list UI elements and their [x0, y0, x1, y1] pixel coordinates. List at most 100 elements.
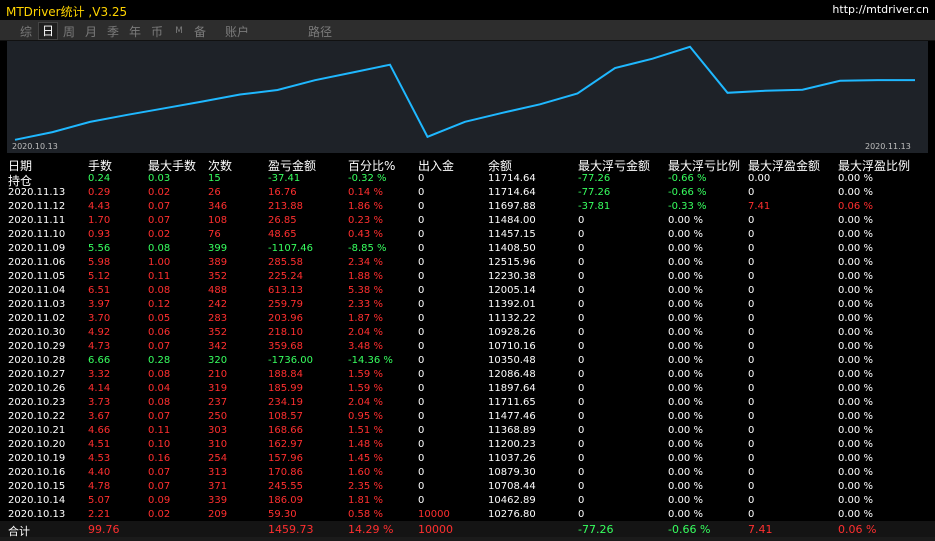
cell-date: 2020.10.28 [8, 355, 66, 366]
cell-pct: 1.45 % [348, 453, 383, 464]
col-header-float_loss[interactable]: 最大浮亏金额 [578, 159, 651, 173]
cell-pct: 2.33 % [348, 299, 383, 310]
cell-balance: 11132.22 [488, 313, 536, 324]
table-row[interactable]: 2020.10.26 4.14 0.04 319 185.99 1.59 % 0 11897.… [0, 383, 930, 397]
cell-float_loss: 0 [578, 299, 585, 310]
col-header-balance[interactable]: 余额 [488, 159, 513, 173]
tab-2[interactable]: 周 [62, 25, 75, 39]
table-row[interactable]: 2020.10.13 2.21 0.02 209 59.30 0.58 % 10000 102… [0, 509, 930, 523]
table-row[interactable]: 2020.11.03 3.97 0.12 242 259.79 2.33 % 0 11392.… [0, 299, 930, 313]
cell-balance: 12230.38 [488, 271, 536, 282]
cell-pnl: 213.88 [268, 201, 303, 212]
table-row[interactable]: 2020.10.22 3.67 0.07 250 108.57 0.95 % 0 11477.… [0, 411, 930, 425]
table-row[interactable]: 2020.11.12 4.43 0.07 346 213.88 1.86 % 0 11697.… [0, 201, 930, 215]
table-row[interactable]: 2020.10.30 4.92 0.06 352 218.10 2.04 % 0 10928.… [0, 327, 930, 341]
col-header-count[interactable]: 次数 [208, 159, 233, 173]
cell-float_loss_pct: 0.00 % [668, 425, 703, 436]
table-row[interactable]: 2020.11.06 5.98 1.00 389 285.58 2.34 % 0 12515.… [0, 257, 930, 271]
table-row[interactable]: 2020.10.15 4.78 0.07 371 245.55 2.35 % 0 10708.… [0, 481, 930, 495]
cell-max_lots: 0.08 [148, 285, 171, 296]
cell-io: 0 [418, 369, 425, 380]
tab-0[interactable]: 综 [19, 25, 32, 39]
cell-float_win: 0 [748, 243, 755, 254]
cell-float_loss: 0 [578, 215, 585, 226]
cell-lots: 4.66 [88, 425, 111, 436]
cell-date: 2020.10.30 [8, 327, 66, 338]
total-row: 合计 99.76 1459.73 14.29 % 10000 -77.26 -0.66 % 7… [0, 521, 935, 538]
table-row[interactable]: 2020.11.05 5.12 0.11 352 225.24 1.88 % 0 12230.… [0, 271, 930, 285]
tab-6[interactable]: 币 [150, 25, 163, 39]
tab-4[interactable]: 季 [106, 25, 119, 39]
cell-float_loss_pct: 0.00 % [668, 369, 703, 380]
table-row[interactable]: 2020.11.09 5.56 0.08 399 -1107.46 -8.85 % 0 114… [0, 243, 930, 257]
table-row[interactable]: 2020.10.27 3.32 0.08 210 188.84 1.59 % 0 12086.… [0, 369, 930, 383]
cell-balance: 11714.64 [488, 173, 536, 184]
cell-lots: 3.67 [88, 411, 111, 422]
tab-8[interactable]: 备 [193, 25, 206, 39]
table-row[interactable]: 2020.10.19 4.53 0.16 254 157.96 1.45 % 0 11037.… [0, 453, 930, 467]
table-row[interactable]: 2020.10.14 5.07 0.09 339 186.09 1.81 % 0 10462.… [0, 495, 930, 509]
website-link[interactable]: http://mtdriver.cn [832, 3, 929, 16]
col-header-float_win[interactable]: 最大浮盈金额 [748, 159, 821, 173]
cell-io: 0 [418, 243, 425, 254]
col-header-float_win_pct[interactable]: 最大浮盈比例 [838, 159, 911, 173]
cell-max_lots: 0.02 [148, 229, 171, 240]
cell-pnl: 157.96 [268, 453, 303, 464]
balance-chart [7, 41, 928, 153]
cell-float_win_pct: 0.00 % [838, 481, 873, 492]
total-io: 10000 [418, 523, 453, 536]
total-pct: 14.29 % [348, 523, 394, 536]
cell-float_win_pct: 0.00 % [838, 299, 873, 310]
col-header-date[interactable]: 日期 [8, 159, 33, 173]
tab-5[interactable]: 年 [128, 25, 141, 39]
cell-float_loss_pct: 0.00 % [668, 481, 703, 492]
tab-7[interactable]: M [175, 26, 183, 36]
cell-count: 399 [208, 243, 228, 254]
cell-float_win: 0 [748, 411, 755, 422]
tab-9[interactable]: 账户 [224, 25, 249, 39]
cell-float_win: 0 [748, 355, 755, 366]
table-row[interactable]: 2020.11.11 1.70 0.07 108 26.85 0.23 % 0 11484.0… [0, 215, 930, 229]
cell-count: 313 [208, 467, 228, 478]
period-tabs: 路径 综日周月季年币 M 备 账户 [0, 20, 935, 41]
cell-pct: -8.85 % [348, 243, 387, 254]
total-label: 合计 [8, 525, 30, 538]
col-header-float_loss_pct[interactable]: 最大浮亏比例 [668, 159, 741, 173]
table-row[interactable]: 2020.10.20 4.51 0.10 310 162.97 1.48 % 0 11200.… [0, 439, 930, 453]
col-header-pct[interactable]: 百分比% [348, 159, 396, 173]
cell-float_loss: 0 [578, 425, 585, 436]
table-row[interactable]: 2020.11.04 6.51 0.08 488 613.13 5.38 % 0 12005.… [0, 285, 930, 299]
table-row[interactable]: 2020.10.23 3.73 0.08 237 234.19 2.04 % 0 11711.… [0, 397, 930, 411]
col-header-io[interactable]: 出入金 [418, 159, 455, 173]
cell-float_loss_pct: 0.00 % [668, 383, 703, 394]
cell-io: 0 [418, 215, 425, 226]
table-row[interactable]: 2020.10.28 6.66 0.28 320 -1736.00 -14.36 % 0 10… [0, 355, 930, 369]
table-row[interactable]: 2020.11.13 0.29 0.02 26 16.76 0.14 % 0 11714.64… [0, 187, 930, 201]
path-label[interactable]: 路径 [308, 25, 333, 39]
cell-max_lots: 0.08 [148, 397, 171, 408]
table-row[interactable]: 持仓 0.24 0.03 15 -37.41 -0.32 % 0 11714.64 -77.26… [0, 173, 930, 188]
col-header-lots[interactable]: 手数 [88, 159, 113, 173]
cell-max_lots: 0.10 [148, 439, 171, 450]
table-row[interactable]: 2020.10.16 4.40 0.07 313 170.86 1.60 % 0 10879.… [0, 467, 930, 481]
cell-float_win: 0 [748, 327, 755, 338]
cell-float_win: 0 [748, 481, 755, 492]
cell-date: 2020.11.10 [8, 229, 66, 240]
cell-pnl: 59.30 [268, 509, 297, 520]
table-row[interactable]: 2020.11.02 3.70 0.05 283 203.96 1.87 % 0 11132.… [0, 313, 930, 327]
cell-lots: 4.92 [88, 327, 111, 338]
tab-1[interactable]: 日 [38, 22, 58, 40]
table-row[interactable]: 2020.10.21 4.66 0.11 303 168.66 1.51 % 0 11368.… [0, 425, 930, 439]
table-row[interactable]: 2020.10.29 4.73 0.07 342 359.68 3.48 % 0 10710.… [0, 341, 930, 355]
cell-pnl: -1107.46 [268, 243, 313, 254]
cell-pct: 1.88 % [348, 271, 383, 282]
cell-count: 389 [208, 257, 228, 268]
cell-count: 339 [208, 495, 228, 506]
tab-3[interactable]: 月 [84, 25, 97, 39]
col-header-max_lots[interactable]: 最大手数 [148, 159, 197, 173]
cell-float_win_pct: 0.00 % [838, 425, 873, 436]
cell-date: 2020.10.16 [8, 467, 66, 478]
cell-float_loss: 0 [578, 383, 585, 394]
col-header-pnl[interactable]: 盈亏金额 [268, 159, 317, 173]
table-row[interactable]: 2020.11.10 0.93 0.02 76 48.65 0.43 % 0 11457.15… [0, 229, 930, 243]
